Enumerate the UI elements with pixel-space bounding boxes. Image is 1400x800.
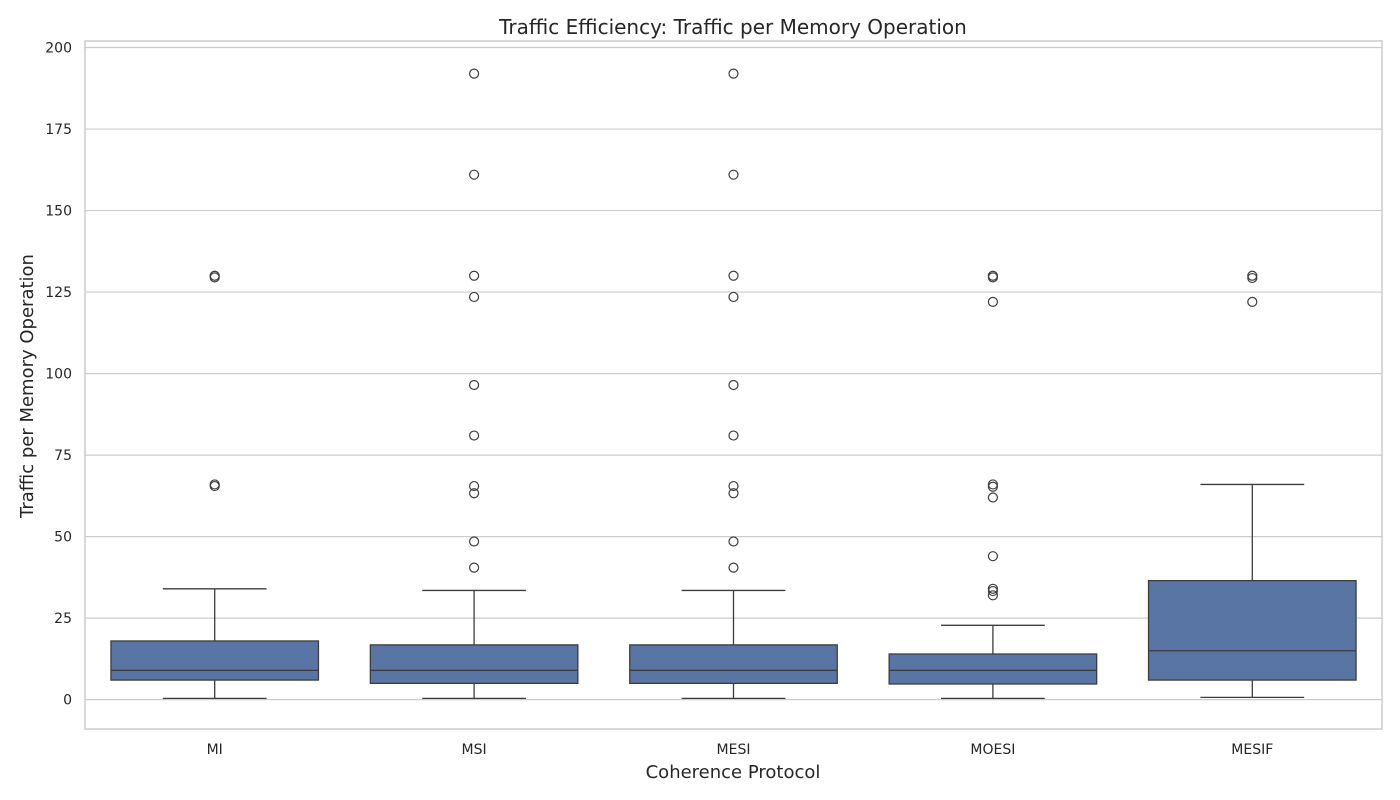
outlier-point bbox=[728, 430, 739, 441]
box-group bbox=[629, 68, 838, 699]
outlier-point bbox=[728, 169, 739, 180]
outlier-point bbox=[469, 488, 480, 499]
y-tick-label: 100 bbox=[45, 367, 72, 383]
outlier-point bbox=[1247, 272, 1258, 284]
plot-frame bbox=[84, 40, 1383, 730]
outlier-point bbox=[1247, 270, 1258, 281]
outlier-point bbox=[728, 270, 739, 281]
x-axis-ticks: MI MSI MESI MOESI MESIF bbox=[207, 742, 1274, 758]
y-tick-label: 200 bbox=[45, 41, 72, 57]
y-tick-label: 50 bbox=[54, 530, 72, 546]
outlier-point bbox=[1247, 296, 1258, 307]
outlier-point bbox=[728, 536, 739, 547]
outlier-point bbox=[469, 169, 480, 180]
outlier-point bbox=[209, 270, 220, 281]
y-tick-label: 0 bbox=[63, 693, 72, 709]
outlier-point bbox=[469, 536, 480, 547]
outlier-point bbox=[469, 430, 480, 441]
y-axis-ticks: 0 25 50 75 100 125 150 175 200 bbox=[45, 41, 72, 709]
x-tick-label: MESIF bbox=[1231, 742, 1273, 758]
chart-title: Traffic Efficiency: Traffic per Memory O… bbox=[498, 15, 967, 39]
outlier-point bbox=[469, 562, 480, 573]
box-group bbox=[369, 68, 579, 699]
y-tick-label: 175 bbox=[45, 122, 72, 138]
x-tick-label: MESI bbox=[717, 742, 751, 758]
outlier-point bbox=[987, 481, 999, 492]
x-tick-label: MI bbox=[207, 742, 223, 758]
iqr-box bbox=[888, 653, 1098, 685]
outlier-point bbox=[728, 291, 739, 303]
outlier-point bbox=[469, 291, 480, 303]
outlier-point bbox=[469, 379, 480, 391]
iqr-box bbox=[629, 644, 838, 685]
x-tick-label: MSI bbox=[462, 742, 487, 758]
iqr-box bbox=[1147, 579, 1357, 681]
outlier-point bbox=[987, 551, 999, 562]
box-group bbox=[888, 270, 1098, 699]
y-axis-title: Traffic per Memory Operation bbox=[17, 254, 38, 519]
y-tick-label: 25 bbox=[54, 611, 72, 627]
outlier-point bbox=[987, 270, 999, 281]
outlier-point bbox=[469, 68, 480, 79]
outlier-point bbox=[728, 480, 739, 492]
outlier-point bbox=[469, 270, 480, 281]
iqr-box bbox=[110, 640, 320, 681]
y-tick-label: 150 bbox=[45, 204, 72, 220]
x-tick-label: MOESI bbox=[970, 742, 1015, 758]
outlier-point bbox=[728, 562, 739, 573]
outlier-point bbox=[728, 488, 739, 499]
y-tick-label: 75 bbox=[54, 448, 72, 464]
boxes-layer bbox=[110, 68, 1357, 699]
outlier-point bbox=[987, 296, 999, 307]
outlier-point bbox=[987, 479, 999, 490]
outlier-point bbox=[728, 68, 739, 79]
x-axis-title: Coherence Protocol bbox=[646, 762, 821, 783]
outlier-point bbox=[987, 590, 999, 601]
y-tick-label: 125 bbox=[45, 285, 72, 301]
outlier-point bbox=[728, 379, 739, 391]
outlier-point bbox=[987, 492, 999, 503]
outlier-point bbox=[209, 479, 220, 490]
outlier-point bbox=[987, 583, 999, 594]
box-group bbox=[110, 270, 320, 699]
box-group bbox=[1147, 270, 1357, 699]
iqr-box bbox=[369, 644, 579, 685]
outlier-point bbox=[469, 480, 480, 492]
